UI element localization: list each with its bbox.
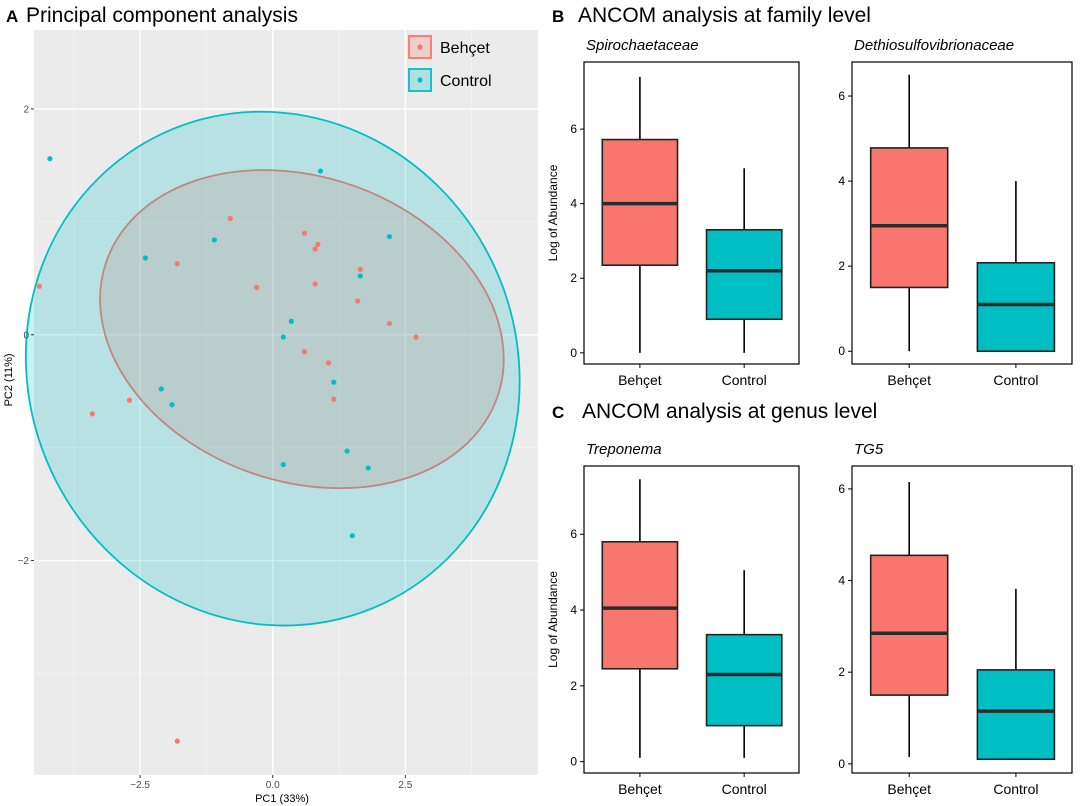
point-control bbox=[357, 273, 363, 279]
point-control bbox=[158, 386, 164, 392]
y-tick-label: −2 bbox=[18, 556, 30, 567]
box-control bbox=[976, 669, 1056, 761]
point-control bbox=[349, 533, 355, 539]
y-tick-label: 0 bbox=[838, 757, 845, 771]
y-tick-label: 2 bbox=[570, 271, 577, 285]
taxon-title: Spirochaetaceae bbox=[586, 37, 699, 54]
y-tick-label: 0 bbox=[23, 330, 29, 341]
point-behcet bbox=[331, 396, 337, 402]
box-behcet bbox=[869, 554, 949, 696]
point-behcet bbox=[174, 261, 180, 267]
y-axis-title: PC2 (11%) bbox=[3, 353, 15, 406]
point-behcet bbox=[413, 334, 419, 340]
panel-a-letter: A bbox=[6, 7, 18, 26]
legend: Behçet Control bbox=[408, 35, 492, 92]
point-behcet bbox=[36, 283, 42, 289]
y-tick-label: 2 bbox=[23, 105, 29, 116]
panel-c-letter: C bbox=[552, 403, 564, 422]
point-behcet bbox=[312, 281, 318, 287]
y-tick-label: 2 bbox=[838, 665, 845, 679]
point-behcet bbox=[386, 320, 393, 327]
legend-point bbox=[417, 77, 423, 83]
box-control bbox=[976, 261, 1056, 353]
panel-b-letter: B bbox=[552, 7, 564, 26]
point-control bbox=[344, 448, 350, 454]
point-behcet bbox=[325, 360, 332, 366]
point-control bbox=[317, 168, 324, 174]
legend-point bbox=[417, 44, 423, 50]
legend-label-behcet: Behçet bbox=[440, 40, 490, 57]
boxplot-spirochaetaceae: Spirochaetaceae 0 2 4 6 Log of Abundance Behçe… bbox=[546, 37, 800, 388]
point-control bbox=[280, 334, 286, 340]
x-tick-label: −2.5 bbox=[130, 780, 150, 791]
taxon-title: Dethiosulfovibrionaceae bbox=[854, 37, 1014, 54]
y-tick-label: 6 bbox=[838, 89, 845, 103]
y-tick-label: 4 bbox=[838, 174, 845, 188]
y-axis-title: Log of Abundance bbox=[546, 571, 560, 668]
box-behcet bbox=[601, 541, 679, 670]
y-tick-label: 6 bbox=[838, 482, 845, 496]
ellipse-behcet bbox=[99, 169, 505, 490]
point-behcet bbox=[89, 411, 95, 417]
point-behcet bbox=[357, 266, 363, 272]
point-behcet bbox=[355, 298, 361, 304]
point-control bbox=[142, 255, 149, 261]
y-tick-label: 2 bbox=[570, 679, 577, 693]
point-behcet bbox=[227, 215, 233, 222]
genus-title: ANCOM analysis at genus level bbox=[582, 400, 877, 423]
y-tick-label: 0 bbox=[570, 346, 577, 360]
y-tick-label: 4 bbox=[570, 603, 577, 617]
y-tick-label: 4 bbox=[838, 574, 845, 588]
point-control bbox=[47, 156, 53, 162]
point-behcet bbox=[301, 230, 308, 236]
y-tick-label: 4 bbox=[570, 197, 577, 211]
point-behcet bbox=[126, 397, 133, 403]
point-behcet bbox=[254, 284, 260, 290]
category-label-behcet: Behçet bbox=[887, 781, 931, 797]
x-tick-label: 2.5 bbox=[398, 780, 412, 791]
pca-plot: −2.5 0.0 2.5 −2 0 2 PC1 (33%) PC2 (11%) Behçet Co… bbox=[3, 30, 538, 805]
box-control bbox=[705, 228, 783, 321]
point-control bbox=[288, 318, 294, 324]
y-tick-label: 0 bbox=[838, 344, 845, 358]
point-behcet bbox=[312, 246, 318, 252]
taxon-title: Treponema bbox=[586, 441, 662, 458]
legend-label-control: Control bbox=[440, 73, 492, 90]
boxplot-dethiosulfovibrionaceae: Dethiosulfovibrionaceae 0 2 4 6 Behçet Control bbox=[838, 37, 1073, 388]
y-tick-label: 2 bbox=[838, 259, 845, 273]
pca-title: Principal component analysis bbox=[26, 4, 298, 27]
point-control bbox=[331, 379, 337, 385]
point-control bbox=[365, 465, 371, 471]
y-axis-title: Log of Abundance bbox=[546, 164, 560, 261]
category-label-behcet: Behçet bbox=[887, 372, 931, 388]
y-tick-label: 0 bbox=[570, 755, 577, 769]
category-label-behcet: Behçet bbox=[618, 781, 662, 797]
x-axis-title: PC1 (33%) bbox=[255, 793, 309, 805]
point-behcet bbox=[174, 738, 180, 744]
category-label-control: Control bbox=[722, 781, 767, 797]
boxplot-treponema: Treponema 0 2 4 6 Log of Abundance Behçet Contr… bbox=[546, 441, 800, 797]
category-label-control: Control bbox=[993, 781, 1038, 797]
category-label-control: Control bbox=[993, 372, 1038, 388]
point-behcet bbox=[315, 241, 321, 248]
y-tick-label: 6 bbox=[570, 122, 577, 136]
point-control bbox=[169, 402, 175, 408]
point-control bbox=[280, 461, 286, 468]
box-control bbox=[705, 633, 783, 727]
taxon-title: TG5 bbox=[854, 441, 884, 458]
point-control bbox=[386, 233, 393, 240]
category-label-behcet: Behçet bbox=[618, 372, 662, 388]
boxplot-tg5: TG5 0 2 4 6 Behçet Control bbox=[838, 441, 1073, 797]
point-behcet bbox=[301, 349, 308, 355]
family-title: ANCOM analysis at family level bbox=[578, 4, 871, 27]
pca-panel-background bbox=[34, 30, 538, 775]
box-behcet bbox=[869, 147, 949, 289]
x-tick-label: 0.0 bbox=[266, 780, 280, 791]
ellipse-control bbox=[24, 110, 521, 627]
point-control bbox=[211, 237, 217, 243]
y-tick-label: 6 bbox=[570, 527, 577, 541]
category-label-control: Control bbox=[722, 372, 767, 388]
